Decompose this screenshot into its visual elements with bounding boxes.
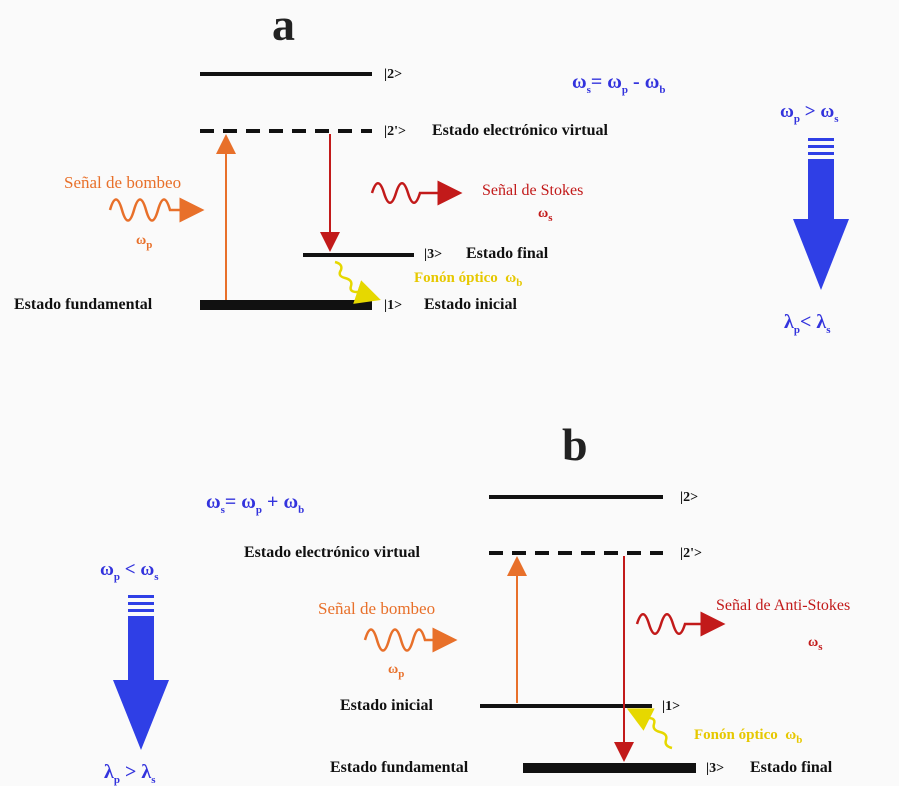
b-initial-state-label: Estado inicial [340,697,433,714]
b-energy-equation: ωs= ωp + ωb [206,491,305,516]
b-level-2-label: |2> [680,490,699,505]
b-antistokes-freq-label: ωs [808,635,823,653]
b-level-1-label: |1> [662,699,681,714]
b-virtual-state-label: Estado electrónico virtual [244,544,420,561]
b-frequency-relation: ωp < ωs [100,559,159,583]
a-stokes-freq-label: ωs [538,206,553,224]
a-wavelength-relation: λp< λs [784,311,831,336]
a-energy-equation: ωs= ωp - ωb [572,71,666,96]
panel-b-letter: b [562,419,588,470]
b-wavelength-relation: λp > λs [104,761,156,786]
b-antistokes-signal-label: Señal de Anti-Stokes [716,597,851,614]
a-final-state-label: Estado final [466,245,549,262]
a-phonon-label: Fonón óptico ωb [414,270,523,289]
a-stokes-signal-label: Señal de Stokes [482,182,584,199]
a-pump-freq-label: ωp [136,233,153,251]
a-frequency-relation: ωp > ωs [780,101,839,125]
b-blue-down-arrow [113,595,169,750]
a-phonon-wave [334,260,381,304]
a-level-3-label: |3> [424,247,443,262]
b-phonon-wave [626,708,673,750]
a-ground-state-label: Estado fundamental [14,296,153,313]
a-pump-wave [108,197,205,223]
b-pump-signal-label: Señal de bombeo [318,599,436,618]
a-pump-signal-label: Señal de bombeo [64,173,182,192]
b-final-state-label: Estado final [750,759,833,776]
a-initial-state-label: Estado inicial [424,296,517,313]
a-level-2prime-label: |2'> [384,124,406,139]
b-phonon-label: Fonón óptico ωb [694,727,803,746]
a-level-2-label: |2> [384,67,403,82]
b-pump-freq-label: ωp [388,662,405,680]
a-virtual-state-label: Estado electrónico virtual [432,122,608,139]
b-antistokes-wave [635,611,726,637]
panel-a-letter: a [272,0,295,50]
b-level-2prime-label: |2'> [680,546,702,561]
b-pump-wave [363,627,458,653]
a-level-1-label: |1> [384,298,403,313]
b-level-3-label: |3> [706,761,725,776]
b-ground-state-label: Estado fundamental [330,759,469,776]
a-blue-down-arrow [793,138,849,290]
a-stokes-wave [370,180,463,206]
